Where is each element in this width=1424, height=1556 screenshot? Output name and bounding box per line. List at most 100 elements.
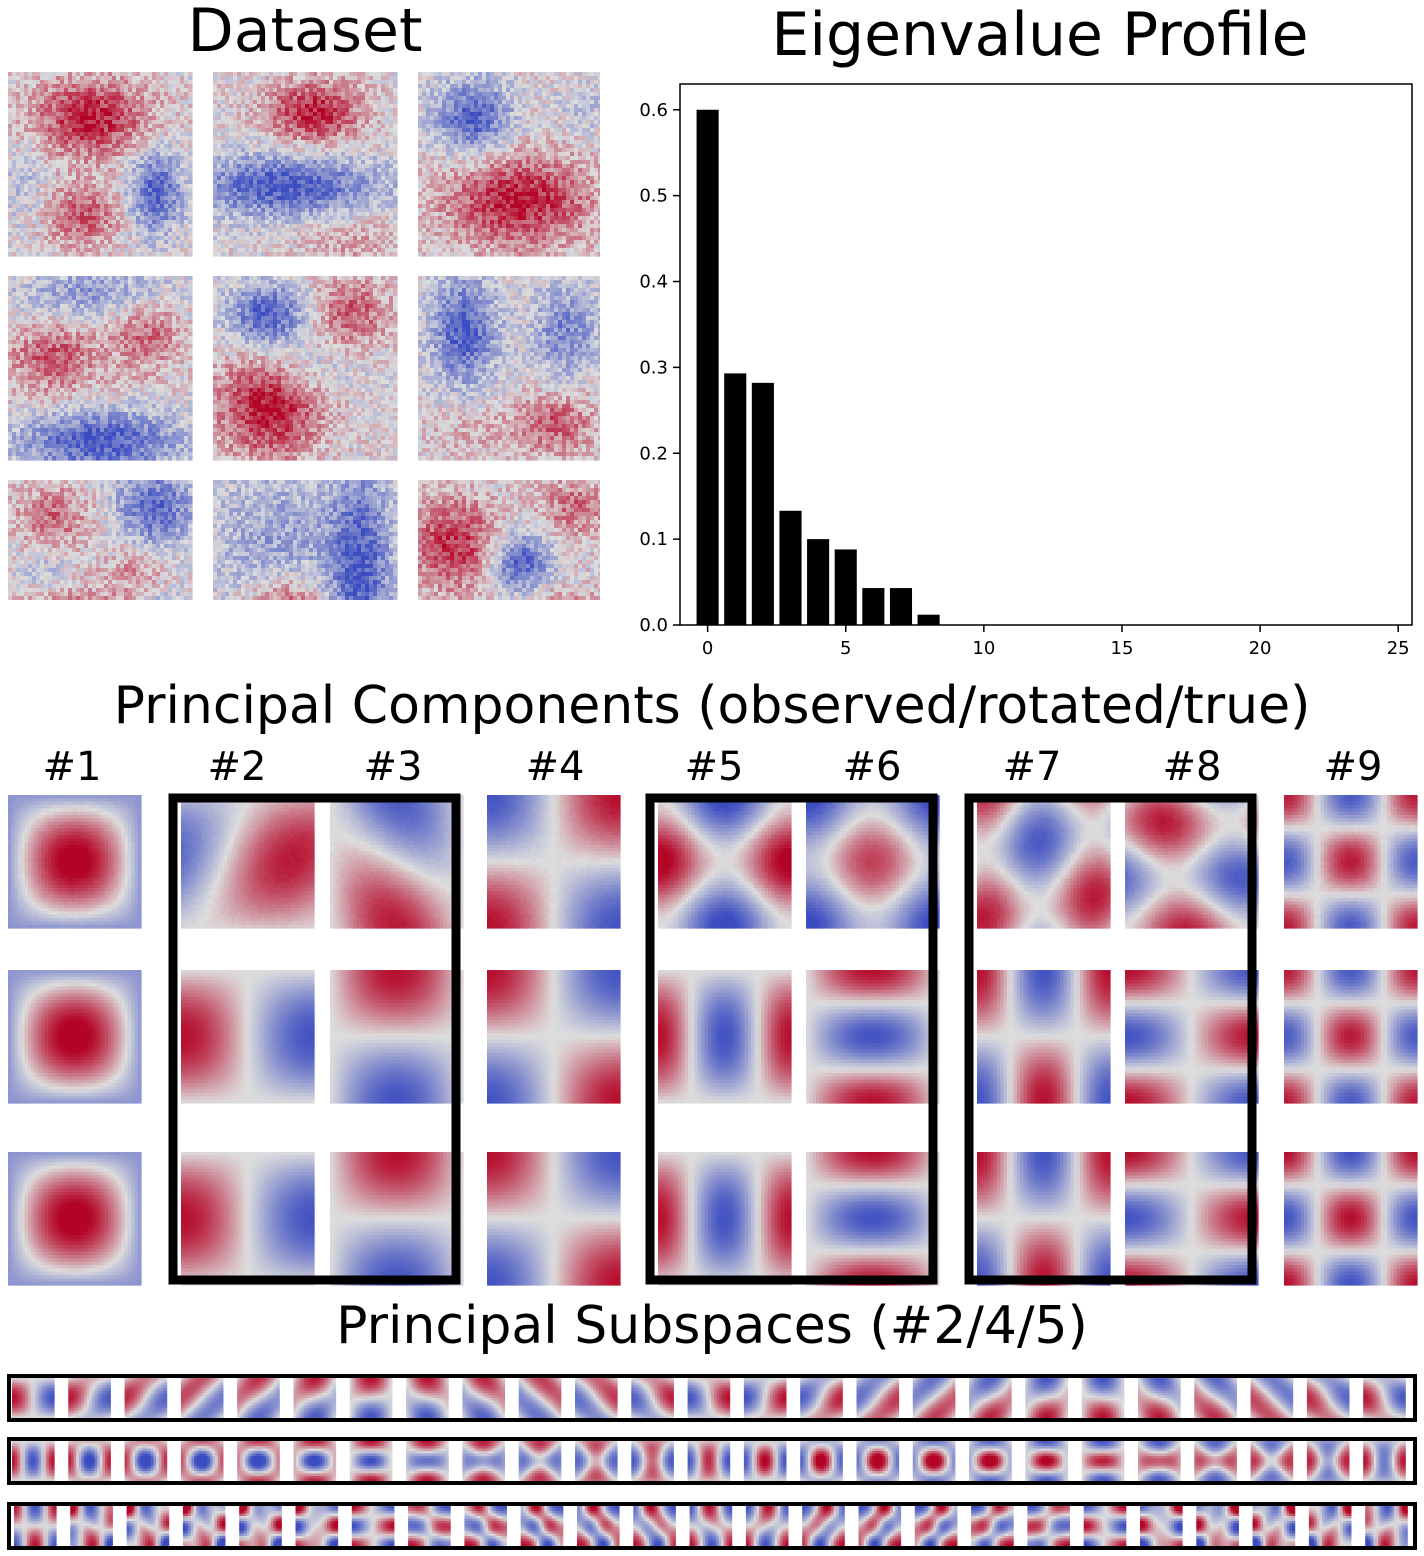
subspace-2-tile-22 — [1194, 1441, 1237, 1482]
component-2-true — [181, 1152, 315, 1286]
subspace-2-tile-23 — [1251, 1441, 1294, 1482]
subspace-2-tile-16 — [857, 1441, 900, 1482]
component-7-observed — [977, 795, 1111, 929]
subspace-2-tile-21 — [1138, 1441, 1181, 1482]
component-7-rotated — [977, 970, 1111, 1104]
dataset-sample-2 — [213, 72, 398, 257]
subspace-1-tile-22 — [1194, 1378, 1237, 1419]
subspace-3-tile-13 — [690, 1506, 733, 1547]
subspace-3-tile-4 — [183, 1506, 226, 1547]
subspace-2-tile-2 — [68, 1441, 111, 1482]
component-5-observed — [658, 795, 792, 929]
x-tick-label: 25 — [1387, 638, 1410, 659]
subspace-1-tile-14 — [744, 1378, 787, 1419]
subspace-2-tile-5 — [237, 1441, 280, 1482]
dataset-sample-3 — [418, 72, 600, 257]
subspaces-strips — [0, 1366, 1424, 1556]
bar-0 — [697, 110, 719, 625]
subspace-1-tile-21 — [1138, 1378, 1181, 1419]
subspace-1-tile-11 — [575, 1378, 618, 1419]
subspace-1-tile-25 — [1363, 1378, 1406, 1419]
component-6-observed — [806, 795, 940, 929]
subspace-2-tile-14 — [744, 1441, 787, 1482]
subspace-3-tile-8 — [408, 1506, 451, 1547]
subspace-2-tile-19 — [1025, 1441, 1068, 1482]
component-3-observed — [330, 795, 464, 929]
subspace-1-tile-5 — [237, 1378, 280, 1419]
subspace-1-tile-20 — [1082, 1378, 1125, 1419]
dataset-grid — [0, 0, 600, 600]
bar-2 — [752, 383, 774, 625]
component-4-observed — [487, 795, 621, 929]
subspace-2-tile-6 — [294, 1441, 337, 1482]
y-tick-label: 0.0 — [639, 615, 668, 636]
subspace-1-tile-4 — [181, 1378, 224, 1419]
subspace-1-tile-8 — [406, 1378, 449, 1419]
subspace-2-tile-13 — [688, 1441, 731, 1482]
component-1-rotated — [8, 970, 142, 1104]
component-9-observed — [1284, 795, 1418, 929]
component-4-rotated — [487, 970, 621, 1104]
bar-1 — [724, 373, 746, 625]
subspace-2-tile-15 — [800, 1441, 843, 1482]
subspace-3-tile-5 — [239, 1506, 282, 1547]
bar-8 — [918, 615, 940, 625]
y-tick-label: 0.5 — [639, 186, 668, 207]
subspace-2-tile-1 — [12, 1441, 55, 1482]
subspaces-title: Principal Subspaces (#2/4/5) — [0, 1296, 1424, 1356]
subspace-3-tile-19 — [1027, 1506, 1070, 1547]
component-4-true — [487, 1152, 621, 1286]
component-1-true — [8, 1152, 142, 1286]
subspace-2-tile-3 — [125, 1441, 168, 1482]
subspace-1-tile-18 — [969, 1378, 1012, 1419]
component-3-rotated — [330, 970, 464, 1104]
components-title: Principal Components (observed/rotated/t… — [0, 676, 1424, 736]
component-9-rotated — [1284, 970, 1418, 1104]
dataset-sample-5 — [213, 276, 398, 461]
subspace-3-tile-25 — [1365, 1506, 1408, 1547]
subspace-3-tile-15 — [802, 1506, 845, 1547]
x-tick-label: 15 — [1111, 638, 1134, 659]
y-tick-label: 0.2 — [639, 443, 668, 464]
component-1-observed — [8, 795, 142, 929]
subspace-2-tile-4 — [181, 1441, 224, 1482]
bar-5 — [835, 549, 857, 625]
x-tick-label: 5 — [840, 638, 851, 659]
subspace-2-tile-10 — [519, 1441, 562, 1482]
component-5-rotated — [658, 970, 792, 1104]
subspace-3-tile-1 — [14, 1506, 57, 1547]
component-5-true — [658, 1152, 792, 1286]
subspace-3-tile-21 — [1140, 1506, 1183, 1547]
subspace-2-tile-25 — [1363, 1441, 1406, 1482]
subspace-3-tile-22 — [1196, 1506, 1239, 1547]
component-7-true — [977, 1152, 1111, 1286]
subspace-2-tile-17 — [913, 1441, 956, 1482]
subspace-3-tile-20 — [1084, 1506, 1127, 1547]
subspace-3-tile-24 — [1309, 1506, 1352, 1547]
dataset-sample-4 — [8, 276, 193, 461]
subspace-2-tile-24 — [1307, 1441, 1350, 1482]
bar-6 — [862, 588, 884, 625]
component-6-true — [806, 1152, 940, 1286]
component-9-true — [1284, 1152, 1418, 1286]
y-tick-label: 0.1 — [639, 529, 668, 550]
subspace-2-tile-18 — [969, 1441, 1012, 1482]
subspace-1-tile-1 — [12, 1378, 55, 1419]
subspace-1-tile-9 — [462, 1378, 505, 1419]
subspace-1-tile-16 — [857, 1378, 900, 1419]
subspace-1-tile-24 — [1307, 1378, 1350, 1419]
subspace-3-tile-17 — [915, 1506, 958, 1547]
dataset-sample-1 — [8, 72, 193, 257]
subspace-1-tile-3 — [125, 1378, 168, 1419]
subspace-3-tile-23 — [1253, 1506, 1296, 1547]
dataset-sample-8 — [213, 480, 398, 600]
subspace-3-tile-9 — [464, 1506, 507, 1547]
y-tick-label: 0.6 — [639, 100, 668, 121]
bar-7 — [890, 588, 912, 625]
subspace-1-tile-15 — [800, 1378, 843, 1419]
component-8-rotated — [1125, 970, 1259, 1104]
subspace-1-tile-2 — [68, 1378, 111, 1419]
dataset-sample-6 — [418, 276, 600, 461]
subspace-3-tile-12 — [633, 1506, 676, 1547]
subspace-3-tile-16 — [859, 1506, 902, 1547]
